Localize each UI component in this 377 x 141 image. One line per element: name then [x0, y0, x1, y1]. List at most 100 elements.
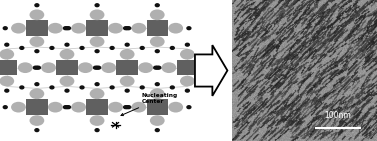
Circle shape — [120, 49, 135, 60]
Circle shape — [63, 106, 67, 109]
Circle shape — [125, 27, 129, 30]
Circle shape — [65, 43, 69, 46]
Circle shape — [169, 102, 183, 113]
Circle shape — [41, 62, 56, 73]
Circle shape — [90, 9, 104, 20]
Circle shape — [161, 62, 176, 73]
Circle shape — [110, 47, 114, 49]
Bar — [116, 60, 138, 75]
Circle shape — [155, 129, 159, 132]
Circle shape — [124, 106, 127, 109]
Text: Nucleating
Center: Nucleating Center — [121, 93, 178, 116]
Circle shape — [108, 102, 123, 113]
Circle shape — [95, 83, 99, 86]
Bar — [86, 99, 108, 115]
Bar — [26, 99, 48, 115]
Circle shape — [217, 66, 221, 69]
Bar — [177, 60, 198, 75]
Circle shape — [65, 106, 69, 109]
Circle shape — [150, 9, 165, 20]
Circle shape — [140, 47, 144, 49]
Circle shape — [140, 86, 144, 89]
Circle shape — [35, 83, 39, 86]
Circle shape — [95, 66, 99, 69]
Circle shape — [95, 129, 99, 132]
Circle shape — [180, 76, 195, 86]
Circle shape — [138, 62, 153, 73]
Circle shape — [50, 47, 54, 49]
Circle shape — [155, 4, 159, 7]
Circle shape — [20, 86, 24, 89]
Circle shape — [34, 66, 37, 69]
Circle shape — [97, 66, 101, 69]
Circle shape — [150, 88, 165, 99]
Circle shape — [125, 89, 129, 92]
Circle shape — [80, 86, 84, 89]
Circle shape — [67, 106, 70, 109]
Circle shape — [29, 9, 44, 20]
Circle shape — [90, 115, 104, 126]
Circle shape — [18, 62, 33, 73]
Circle shape — [11, 23, 26, 34]
Circle shape — [29, 36, 44, 47]
Circle shape — [35, 66, 39, 69]
Bar — [0, 60, 17, 75]
Circle shape — [48, 102, 63, 113]
Circle shape — [29, 88, 44, 99]
Circle shape — [29, 115, 44, 126]
Circle shape — [132, 102, 146, 113]
Circle shape — [63, 27, 67, 30]
Circle shape — [35, 4, 39, 7]
Circle shape — [20, 47, 24, 49]
Circle shape — [170, 86, 174, 89]
Circle shape — [60, 76, 74, 86]
Bar — [26, 20, 48, 36]
Circle shape — [187, 27, 191, 30]
Circle shape — [125, 43, 129, 46]
Circle shape — [5, 89, 9, 92]
Circle shape — [125, 106, 129, 109]
Text: 100nm: 100nm — [325, 111, 351, 120]
Bar — [147, 20, 168, 36]
Circle shape — [170, 47, 174, 49]
Circle shape — [155, 50, 159, 53]
Circle shape — [95, 4, 99, 7]
Circle shape — [90, 88, 104, 99]
Circle shape — [132, 23, 146, 34]
Circle shape — [60, 49, 74, 60]
Circle shape — [65, 89, 69, 92]
FancyArrow shape — [195, 45, 227, 96]
Circle shape — [80, 47, 84, 49]
Circle shape — [3, 106, 7, 109]
Circle shape — [180, 49, 195, 60]
Circle shape — [155, 66, 159, 69]
Circle shape — [169, 23, 183, 34]
Circle shape — [35, 129, 39, 132]
Circle shape — [50, 86, 54, 89]
Circle shape — [127, 27, 131, 30]
Bar — [147, 99, 168, 115]
Circle shape — [11, 102, 26, 113]
Circle shape — [3, 27, 7, 30]
Circle shape — [65, 27, 69, 30]
Circle shape — [5, 43, 9, 46]
Circle shape — [157, 66, 161, 69]
Circle shape — [120, 76, 135, 86]
Circle shape — [101, 62, 116, 73]
Circle shape — [187, 106, 191, 109]
Circle shape — [198, 62, 213, 73]
Circle shape — [127, 106, 131, 109]
Circle shape — [185, 89, 189, 92]
Circle shape — [110, 86, 114, 89]
Circle shape — [93, 66, 98, 69]
Circle shape — [0, 76, 14, 86]
Circle shape — [185, 43, 189, 46]
Bar — [56, 60, 78, 75]
Circle shape — [48, 23, 63, 34]
Circle shape — [124, 27, 127, 30]
Circle shape — [35, 50, 39, 53]
Circle shape — [71, 102, 86, 113]
Bar — [86, 20, 108, 36]
Circle shape — [108, 23, 123, 34]
Circle shape — [90, 36, 104, 47]
